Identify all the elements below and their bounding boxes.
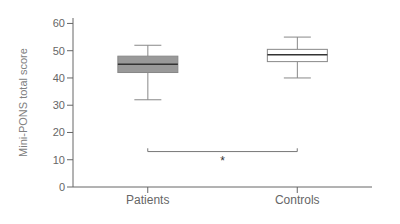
svg-text:0: 0 xyxy=(59,181,65,193)
svg-text:40: 40 xyxy=(53,72,65,84)
svg-text:Mini-PONS total score: Mini-PONS total score xyxy=(17,48,29,157)
svg-text:*: * xyxy=(220,154,225,168)
svg-text:50: 50 xyxy=(53,45,65,57)
svg-text:30: 30 xyxy=(53,99,65,111)
svg-text:Controls: Controls xyxy=(275,193,320,207)
svg-text:20: 20 xyxy=(53,126,65,138)
svg-text:Patients: Patients xyxy=(126,193,169,207)
svg-text:60: 60 xyxy=(53,17,65,29)
svg-text:10: 10 xyxy=(53,154,65,166)
